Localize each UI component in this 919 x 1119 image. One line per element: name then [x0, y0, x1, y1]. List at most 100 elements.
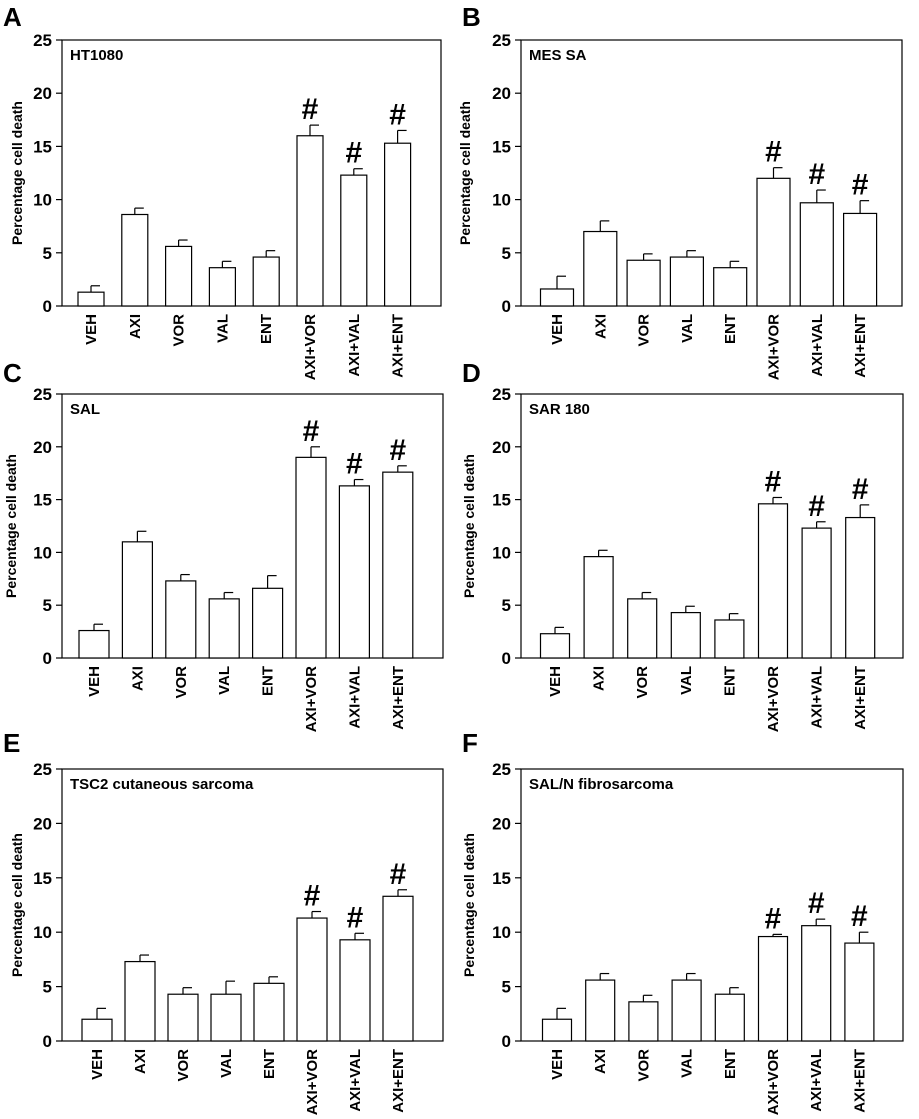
- y-tick-label: 25: [492, 31, 511, 50]
- x-tick-label: ENT: [722, 314, 739, 344]
- bar-ent: [252, 587, 284, 659]
- chart-title: HT1080: [70, 47, 123, 64]
- y-tick-label: 0: [502, 649, 511, 668]
- y-tick-label: 15: [492, 869, 511, 888]
- x-tick-label: AXI+VAL: [809, 666, 826, 729]
- bar-axi-val: [799, 202, 834, 307]
- significance-marker: #: [765, 136, 782, 169]
- x-tick-label: AXI+ENT: [390, 1049, 407, 1113]
- x-tick-label: VOR: [173, 666, 190, 699]
- significance-marker: #: [389, 98, 406, 131]
- bar-ent: [714, 619, 745, 659]
- bar-axi-ent: [844, 942, 875, 1042]
- bar-vor: [165, 580, 197, 659]
- y-tick-label: 0: [43, 649, 52, 668]
- y-tick-label: 10: [33, 923, 52, 942]
- x-tick-label: AXI+ENT: [852, 314, 869, 378]
- y-tick-label: 10: [33, 191, 52, 210]
- x-tick-label: AXI+ENT: [390, 666, 407, 730]
- significance-marker: #: [390, 858, 407, 891]
- bar-axi-ent: [382, 471, 414, 659]
- bar-axi-ent: [384, 142, 412, 307]
- bar-axi-val: [339, 939, 371, 1042]
- y-tick-label: 20: [33, 438, 52, 457]
- x-tick-label: VAL: [216, 666, 233, 695]
- bar-axi-val: [340, 174, 368, 307]
- x-tick-label: VEH: [86, 666, 103, 697]
- x-tick-label: VOR: [171, 314, 188, 347]
- bar-axi-val: [338, 485, 370, 659]
- y-tick-label: 20: [492, 84, 511, 103]
- panel-letter: D: [462, 358, 481, 388]
- x-tick-label: VEH: [83, 314, 100, 345]
- bar-axi-val: [801, 925, 832, 1042]
- x-tick-label: ENT: [261, 1049, 278, 1079]
- panel-letter: B: [462, 2, 481, 32]
- x-tick-label: VOR: [635, 1049, 652, 1082]
- x-tick-label: AXI+VAL: [346, 666, 363, 729]
- y-tick-label: 25: [33, 31, 52, 50]
- plot-frame: [61, 768, 444, 1042]
- panel-f: F SAL/N fibrosarcoma Percentage cell death…: [461, 728, 904, 1115]
- bar-veh: [539, 288, 575, 307]
- x-tick-label: AXI: [591, 666, 608, 691]
- x-tick-label: VAL: [678, 666, 695, 695]
- y-tick-label: 0: [502, 297, 511, 316]
- significance-marker: #: [808, 158, 825, 191]
- y-tick-label: 10: [492, 923, 511, 942]
- significance-marker: #: [765, 902, 782, 935]
- x-tick-label: AXI+VOR: [765, 666, 782, 732]
- bar-veh: [539, 633, 571, 659]
- bar-axi-vor: [757, 935, 789, 1042]
- panel-d: D SAR 180 Percentage cell death 0 5 10 15 20 25 V…: [461, 358, 904, 732]
- plot-frame: [520, 393, 904, 659]
- significance-marker: #: [765, 465, 782, 498]
- y-tick-label: 15: [492, 137, 511, 156]
- x-tick-label: VEH: [549, 1049, 566, 1080]
- y-tick-label: 25: [492, 385, 511, 404]
- y-tick-label: 5: [43, 244, 52, 263]
- bar-val: [671, 979, 702, 1042]
- bar-axi-vor: [756, 177, 791, 307]
- x-tick-label: AXI+VAL: [346, 314, 363, 377]
- y-tick-label: 25: [33, 385, 52, 404]
- bar-veh: [541, 1018, 573, 1042]
- panel-letter: E: [3, 728, 20, 758]
- y-tick-label: 15: [33, 491, 52, 510]
- bar-veh: [78, 629, 110, 659]
- bar-vor: [628, 1001, 659, 1042]
- y-tick-label: 10: [492, 191, 511, 210]
- bar-val: [208, 267, 236, 307]
- x-tick-label: VAL: [679, 314, 696, 343]
- y-tick-label: 10: [33, 543, 52, 562]
- significance-marker: #: [303, 415, 320, 448]
- x-tick-label: AXI: [592, 1049, 609, 1074]
- bar-veh: [77, 291, 105, 307]
- bar-vor: [165, 245, 193, 307]
- significance-marker: #: [345, 137, 362, 170]
- x-tick-label: AXI: [592, 314, 609, 339]
- chart-title: SAL/N fibrosarcoma: [529, 776, 674, 793]
- bar-axi: [585, 979, 616, 1042]
- y-axis-label: Percentage cell death: [461, 454, 477, 598]
- bar-axi: [121, 541, 154, 659]
- x-tick-label: AXI+VOR: [304, 1049, 321, 1115]
- x-tick-label: VOR: [634, 666, 651, 699]
- bar-axi: [583, 230, 618, 307]
- bar-axi-ent: [382, 895, 414, 1042]
- y-axis-label: Percentage cell death: [461, 833, 477, 977]
- y-tick-label: 0: [502, 1032, 511, 1051]
- y-axis-label: Percentage cell death: [9, 101, 25, 245]
- chart-title: SAR 180: [529, 401, 590, 418]
- y-tick-label: 5: [502, 244, 511, 263]
- panel-a: A HT1080 Percentage cell death 0 5 10 15 20 25 VE…: [3, 2, 442, 380]
- x-tick-label: ENT: [722, 1049, 739, 1079]
- bar-axi-vor: [757, 503, 789, 659]
- bar-val: [670, 611, 701, 659]
- bar-axi-vor: [296, 135, 324, 307]
- x-tick-label: ENT: [260, 666, 277, 696]
- x-tick-label: AXI+VOR: [765, 1049, 782, 1115]
- x-tick-label: AXI+VAL: [809, 314, 826, 377]
- significance-marker: #: [346, 448, 363, 481]
